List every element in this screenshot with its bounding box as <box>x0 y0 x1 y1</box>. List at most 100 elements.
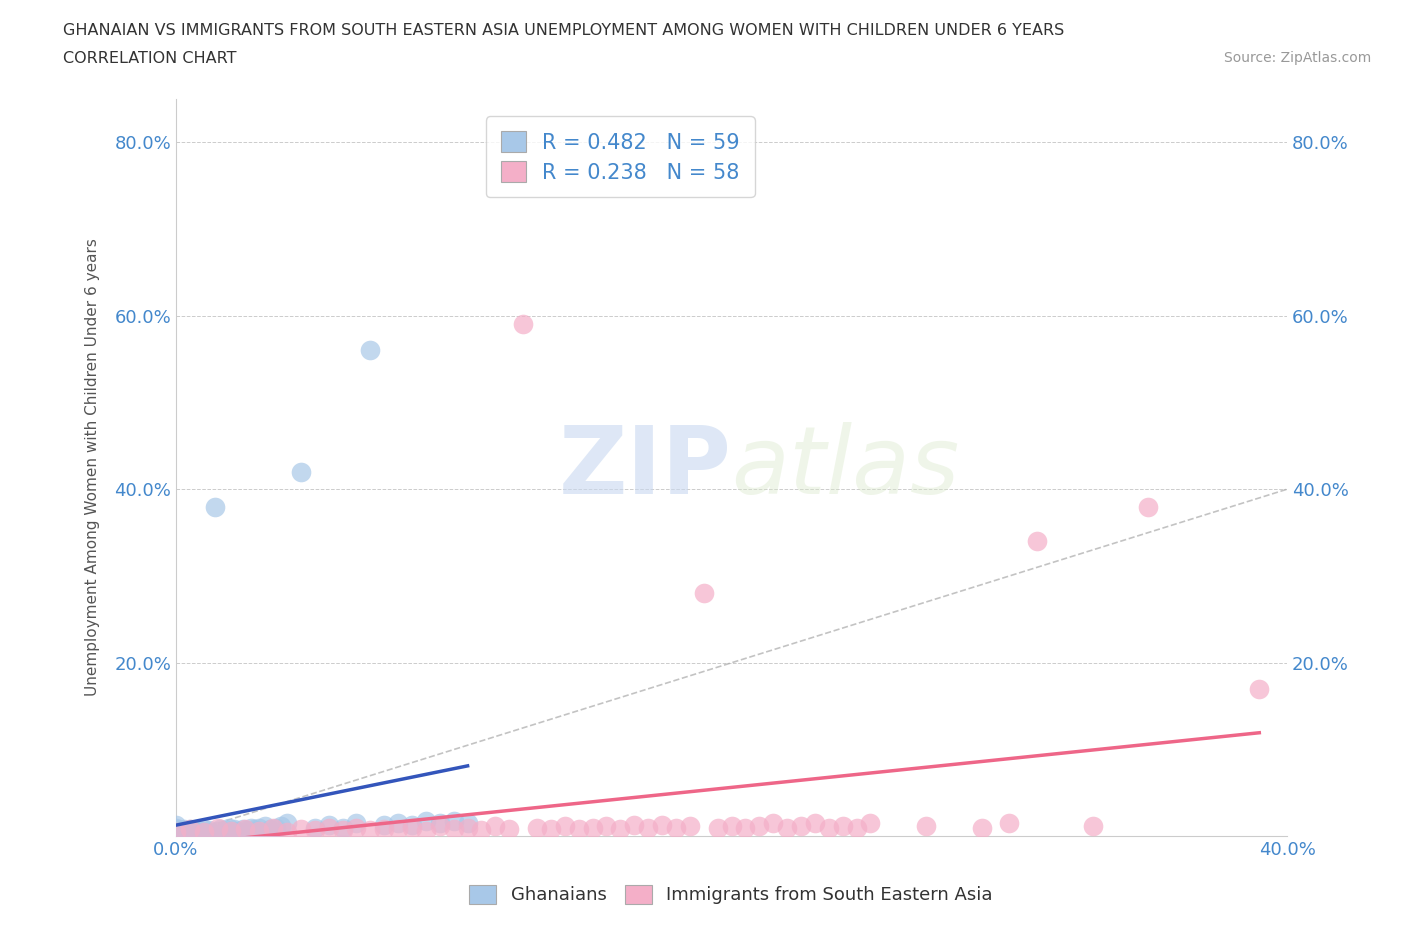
Point <box>207 824 229 839</box>
Point <box>359 823 381 838</box>
Point <box>665 820 688 835</box>
Point <box>359 343 381 358</box>
Point <box>457 820 479 835</box>
Point <box>167 829 190 844</box>
Point <box>190 825 212 840</box>
Point <box>187 823 209 838</box>
Point <box>224 822 246 837</box>
Point <box>167 825 190 840</box>
Point <box>318 817 340 832</box>
Point <box>209 822 232 837</box>
Point <box>387 816 409 830</box>
Point <box>443 822 465 837</box>
Text: ZIP: ZIP <box>558 421 731 513</box>
Point <box>1026 534 1049 549</box>
Point <box>373 821 395 836</box>
Point <box>170 823 193 838</box>
Point <box>253 818 276 833</box>
Point <box>245 824 267 839</box>
Point <box>193 825 215 840</box>
Point <box>165 825 187 840</box>
Point <box>165 826 187 841</box>
Point <box>165 825 187 840</box>
Point <box>540 822 562 837</box>
Point <box>429 818 451 833</box>
Point <box>179 827 201 842</box>
Point <box>748 818 770 833</box>
Point <box>693 586 716 601</box>
Point <box>790 818 813 833</box>
Point <box>804 816 827 830</box>
Point <box>401 817 423 832</box>
Point <box>470 823 492 838</box>
Point <box>187 829 209 844</box>
Point <box>415 813 437 828</box>
Point <box>173 826 195 841</box>
Point <box>212 825 235 840</box>
Point <box>173 822 195 837</box>
Point <box>276 825 298 840</box>
Point <box>184 824 207 839</box>
Point <box>637 820 659 835</box>
Point <box>179 822 201 837</box>
Point <box>970 820 993 835</box>
Point <box>1081 818 1104 833</box>
Point <box>165 822 187 837</box>
Point <box>415 824 437 839</box>
Point <box>207 820 229 835</box>
Point <box>581 820 603 835</box>
Point <box>242 822 264 837</box>
Point <box>595 818 617 833</box>
Point <box>443 813 465 828</box>
Point <box>1137 499 1160 514</box>
Point <box>176 825 198 840</box>
Point <box>762 816 785 830</box>
Point <box>332 820 354 835</box>
Point <box>264 820 287 835</box>
Point <box>193 826 215 841</box>
Point <box>776 820 799 835</box>
Text: GHANAIAN VS IMMIGRANTS FROM SOUTH EASTERN ASIA UNEMPLOYMENT AMONG WOMEN WITH CHI: GHANAIAN VS IMMIGRANTS FROM SOUTH EASTER… <box>63 23 1064 38</box>
Point <box>262 820 284 835</box>
Point <box>817 820 839 835</box>
Point <box>179 822 201 837</box>
Text: Source: ZipAtlas.com: Source: ZipAtlas.com <box>1223 51 1371 65</box>
Point <box>429 816 451 830</box>
Point <box>218 820 240 835</box>
Point <box>247 824 270 839</box>
Point <box>512 317 534 332</box>
Point <box>290 464 312 479</box>
Legend: R = 0.482   N = 59, R = 0.238   N = 58: R = 0.482 N = 59, R = 0.238 N = 58 <box>486 116 755 197</box>
Point <box>651 817 673 832</box>
Point <box>859 816 882 830</box>
Point <box>457 816 479 830</box>
Point <box>276 816 298 830</box>
Point <box>609 822 631 837</box>
Point <box>165 820 187 835</box>
Point <box>679 818 702 833</box>
Point <box>235 823 257 838</box>
Point <box>387 822 409 837</box>
Point <box>1249 682 1271 697</box>
Point <box>176 829 198 844</box>
Point <box>845 820 868 835</box>
Point <box>270 818 292 833</box>
Point <box>247 820 270 835</box>
Point <box>332 823 354 838</box>
Point <box>232 821 254 836</box>
Point <box>221 824 243 839</box>
Point <box>181 826 204 841</box>
Point <box>204 499 226 514</box>
Point <box>526 820 548 835</box>
Text: atlas: atlas <box>731 422 960 513</box>
Y-axis label: Unemployment Among Women with Children Under 6 years: Unemployment Among Women with Children U… <box>86 239 100 697</box>
Point <box>623 817 645 832</box>
Point <box>290 822 312 837</box>
Point <box>221 825 243 840</box>
Point <box>831 818 853 833</box>
Point <box>706 820 728 835</box>
Point <box>304 823 326 838</box>
Point <box>318 820 340 835</box>
Point <box>165 829 187 844</box>
Point <box>304 820 326 835</box>
